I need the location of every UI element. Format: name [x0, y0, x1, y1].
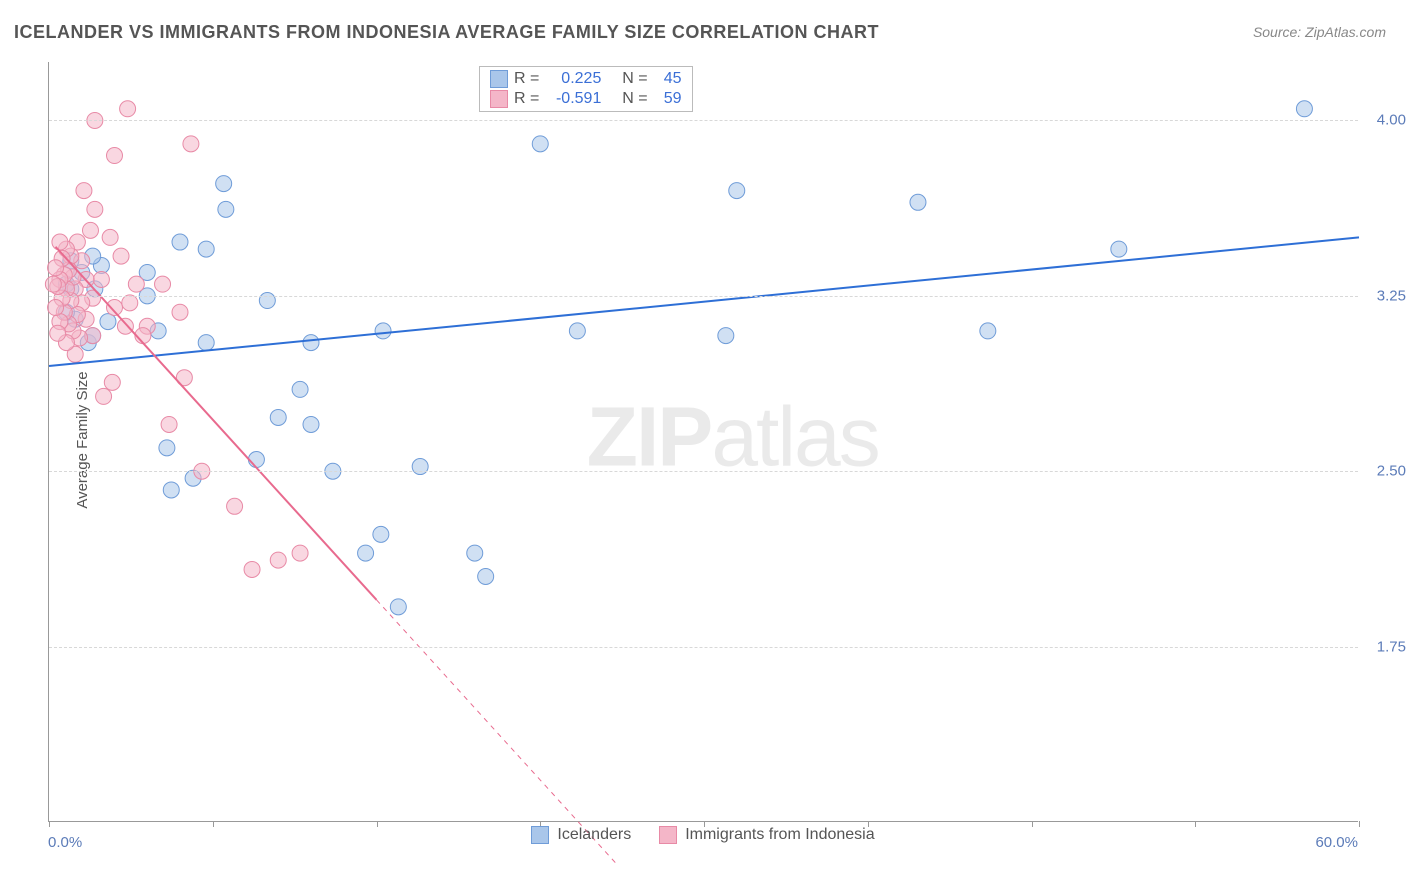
scatter-point	[270, 409, 286, 425]
bottom-legend: Icelanders Immigrants from Indonesia	[48, 826, 1358, 844]
scatter-point	[569, 323, 585, 339]
scatter-point	[96, 388, 112, 404]
legend-stats-row: R = 0.225 N = 45	[480, 69, 692, 89]
scatter-point	[218, 201, 234, 217]
regression-line	[56, 247, 377, 600]
scatter-point	[390, 599, 406, 615]
gridline-h	[49, 296, 1358, 297]
x-tick	[1359, 821, 1360, 827]
legend-stats-box: R = 0.225 N = 45 R = -0.591 N = 59	[479, 66, 693, 112]
plot-area: ZIPatlas R =0.225 N =45R =-0.591 N =59 1…	[48, 62, 1358, 822]
scatter-point	[120, 101, 136, 117]
legend-r-label: R =	[514, 70, 539, 88]
legend-n-label: N =	[622, 70, 647, 88]
gridline-h	[49, 120, 1358, 121]
scatter-point	[45, 276, 61, 292]
chart-title: ICELANDER VS IMMIGRANTS FROM INDONESIA A…	[14, 22, 879, 43]
legend-swatch	[659, 826, 677, 844]
scatter-point	[159, 440, 175, 456]
y-tick-label: 4.00	[1362, 112, 1406, 129]
scatter-point	[76, 183, 92, 199]
scatter-point	[532, 136, 548, 152]
scatter-point	[82, 222, 98, 238]
scatter-point	[303, 335, 319, 351]
scatter-point	[718, 328, 734, 344]
bottom-legend-label: Icelanders	[557, 826, 631, 844]
bottom-legend-item: Icelanders	[531, 826, 631, 844]
scatter-point	[87, 201, 103, 217]
scatter-point	[93, 271, 109, 287]
scatter-point	[172, 234, 188, 250]
scatter-point	[478, 568, 494, 584]
legend-r-value: 0.225	[545, 70, 601, 88]
scatter-point	[198, 241, 214, 257]
scatter-point	[1111, 241, 1127, 257]
y-tick-label: 2.50	[1362, 463, 1406, 480]
scatter-point	[198, 335, 214, 351]
scatter-point	[48, 260, 64, 276]
source-label: Source: ZipAtlas.com	[1253, 24, 1386, 40]
scatter-point	[128, 276, 144, 292]
scatter-point	[163, 482, 179, 498]
scatter-point	[50, 325, 66, 341]
legend-n-value: 59	[654, 90, 682, 108]
scatter-point	[48, 300, 64, 316]
scatter-point	[303, 416, 319, 432]
scatter-point	[358, 545, 374, 561]
scatter-point	[373, 526, 389, 542]
correlation-chart: ICELANDER VS IMMIGRANTS FROM INDONESIA A…	[0, 0, 1406, 892]
scatter-point	[910, 194, 926, 210]
regression-line	[49, 237, 1359, 366]
legend-r-value: -0.591	[545, 90, 601, 108]
legend-n-value: 45	[654, 70, 682, 88]
scatter-point	[122, 295, 138, 311]
legend-stats-row: R = -0.591 N = 59	[480, 89, 692, 109]
y-tick-label: 3.25	[1362, 287, 1406, 304]
scatter-point	[467, 545, 483, 561]
scatter-point	[292, 381, 308, 397]
scatter-point	[113, 248, 129, 264]
scatter-point	[292, 545, 308, 561]
scatter-point	[227, 498, 243, 514]
scatter-point	[107, 300, 123, 316]
legend-swatch	[490, 90, 508, 108]
scatter-point	[270, 552, 286, 568]
y-tick-label: 1.75	[1362, 638, 1406, 655]
scatter-point	[52, 234, 68, 250]
legend-n-label: N =	[622, 90, 647, 108]
scatter-point	[104, 374, 120, 390]
scatter-point	[980, 323, 996, 339]
regression-line-dashed	[377, 600, 617, 864]
scatter-point	[172, 304, 188, 320]
scatter-point	[1296, 101, 1312, 117]
scatter-point	[155, 276, 171, 292]
scatter-point	[244, 561, 260, 577]
legend-r-label: R =	[514, 90, 539, 108]
scatter-point	[729, 183, 745, 199]
legend-swatch	[531, 826, 549, 844]
scatter-svg	[49, 62, 1358, 821]
scatter-point	[161, 416, 177, 432]
bottom-legend-label: Immigrants from Indonesia	[685, 826, 874, 844]
scatter-point	[216, 176, 232, 192]
scatter-point	[107, 148, 123, 164]
bottom-legend-item: Immigrants from Indonesia	[659, 826, 874, 844]
scatter-point	[102, 229, 118, 245]
gridline-h	[49, 471, 1358, 472]
scatter-point	[117, 318, 133, 334]
scatter-point	[375, 323, 391, 339]
gridline-h	[49, 647, 1358, 648]
scatter-point	[183, 136, 199, 152]
legend-swatch	[490, 70, 508, 88]
scatter-point	[248, 452, 264, 468]
